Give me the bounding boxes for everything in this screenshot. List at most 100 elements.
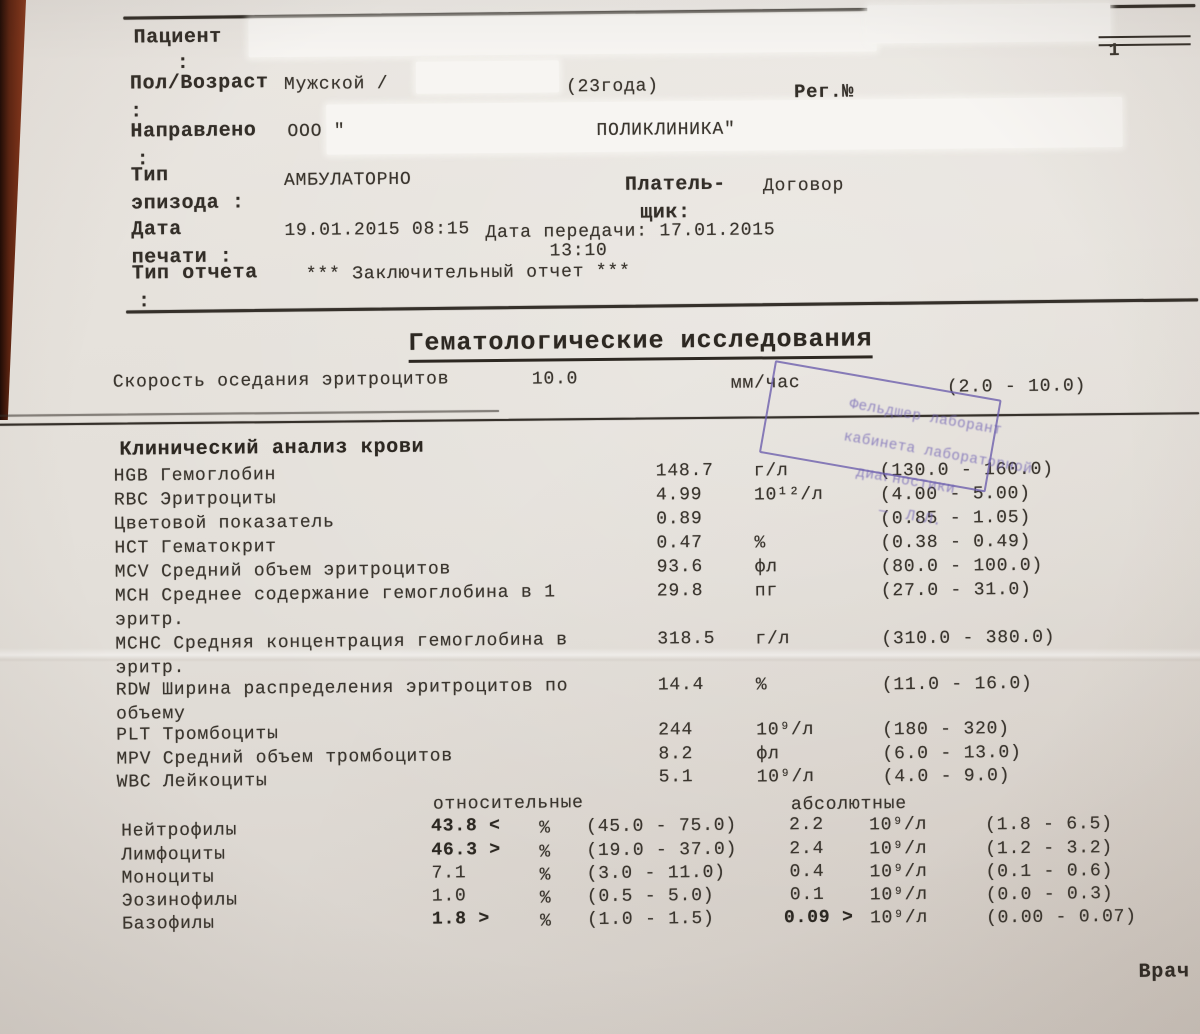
cell-rel-unit: % (539, 842, 552, 863)
report-type-value: *** Заключительный отчет *** (305, 261, 631, 285)
cell-abs-unit: 10⁹/л (869, 861, 928, 883)
relative-column-header: относительные (432, 793, 584, 815)
cell-name: Нейтрофилы (121, 820, 238, 842)
cell-rel-value: 43.8 < (431, 815, 501, 837)
cell-rel-unit: % (539, 911, 552, 932)
cell-abs-value: 0.1 (789, 884, 825, 906)
cell-name: Эозинофилы (121, 890, 238, 912)
table-row: Нейтрофилы 43.8 < % (45.0 - 75.0) 2.2 10… (3, 811, 1200, 842)
referred-label: Направлено (130, 119, 257, 144)
cell-abs-range: (0.00 - 0.07) (985, 906, 1137, 929)
analyte-value: 8.2 (658, 744, 694, 765)
section-title-hematology: Гематологические исследования (408, 324, 873, 363)
absolute-column-header: абсолютные (790, 794, 908, 816)
patient-label: Пациент (133, 25, 222, 50)
analyte-value: 29.8 (656, 581, 704, 602)
cell-rel-range: (1.0 - 1.5) (586, 908, 715, 931)
cell-rel-value: 7.1 (431, 863, 467, 884)
episode-type-label-1: Тип (130, 164, 169, 188)
analyte-value: 318.5 (657, 628, 716, 650)
analyte-unit: % (754, 533, 767, 554)
cell-rel-unit: % (539, 888, 552, 909)
referred-org-prefix: ООО " (287, 121, 346, 142)
analyte-value: 93.6 (656, 557, 704, 578)
cell-abs-range: (1.8 - 6.5) (985, 814, 1113, 836)
analyte-value: 148.7 (655, 460, 714, 482)
section-rule-faint (0, 409, 500, 417)
analyte-unit: фл (754, 557, 778, 578)
lab-stamp-text: Фельдшер лаборант кабинета лабораторной … (753, 367, 1033, 567)
analyte-range: (27.0 - 31.0) (880, 579, 1032, 602)
sex-value: Мужской / (283, 74, 389, 96)
analyte-unit: г/л (755, 629, 791, 650)
cell-rel-range: (3.0 - 11.0) (586, 862, 726, 885)
cell-rel-unit: % (539, 818, 551, 839)
cell-abs-value: 2.4 (789, 838, 825, 860)
page-number: 1 (1108, 40, 1121, 62)
cell-abs-range: (0.1 - 0.6) (985, 861, 1114, 883)
stamp-line-3: диагностики (854, 465, 957, 499)
transfer-time-value: 13:10 (549, 240, 608, 262)
paper-fold-line (0, 648, 1200, 662)
header-bottom-rule (126, 298, 1199, 314)
cell-rel-range: (45.0 - 75.0) (586, 815, 738, 838)
analyte-range: (4.0 - 9.0) (882, 766, 1011, 788)
analyte-unit: фл (756, 744, 780, 765)
cell-abs-value: 0.09 > (783, 907, 854, 929)
analyte-value: 244 (658, 720, 694, 741)
analyte-value: 4.99 (655, 485, 703, 506)
reg-number-label: Рег.№ (793, 80, 855, 104)
print-date-value: 19.01.2015 08:15 (284, 219, 471, 242)
cell-name: Моноциты (121, 867, 215, 889)
analyte-unit: 10⁹/л (756, 719, 815, 741)
cell-abs-value: 0.4 (789, 861, 825, 883)
analyte-range: (80.0 - 100.0) (880, 555, 1044, 578)
cell-rel-value: 1.0 (431, 886, 467, 907)
analyte-range: (11.0 - 16.0) (881, 673, 1033, 696)
analyte-label: WBC Лейкоциты (116, 771, 268, 793)
cell-rel-value: 46.3 > (431, 839, 502, 861)
analyte-value: 0.89 (656, 509, 703, 530)
doctor-signature-label: Врач (1138, 960, 1190, 984)
redaction-patient-name (248, 13, 877, 58)
cell-abs-value: 2.2 (789, 814, 825, 836)
print-date-label-1: Дата (131, 218, 182, 242)
analyte-value: 0.47 (656, 533, 703, 554)
cell-rel-range: (19.0 - 37.0) (586, 839, 738, 862)
esr-value: 10.0 (531, 369, 579, 390)
analyte-label: MCH Среднее содержание гемоглобина в 1 э… (114, 582, 556, 631)
analyte-range: (6.0 - 13.0) (882, 742, 1022, 765)
analyte-unit: пг (754, 581, 779, 602)
cell-abs-range: (0.0 - 0.3) (985, 884, 1114, 906)
analyte-value: 14.4 (657, 675, 705, 696)
analyte-range: (180 - 320) (882, 719, 1010, 741)
cell-abs-unit: 10⁹/л (869, 907, 929, 929)
episode-type-label-2: эпизода : (131, 191, 245, 216)
report-type-label-colon: : (137, 290, 151, 314)
analyte-value: 5.1 (658, 767, 694, 788)
sex-age-label: Пол/Возраст (129, 71, 269, 96)
analyte-unit: % (755, 675, 768, 696)
cell-rel-range: (0.5 - 5.0) (586, 885, 715, 908)
cell-rel-unit: % (539, 865, 552, 886)
analyte-unit: 10⁹/л (756, 766, 815, 788)
cell-rel-value: 1.8 > (431, 909, 491, 930)
payer-value: Договор (762, 175, 845, 197)
episode-type-value: АМБУЛАТОРНО (283, 169, 412, 192)
cell-name: Лимфоциты (121, 844, 226, 866)
cell-abs-unit: 10⁹/л (869, 884, 928, 906)
analyte-range: (310.0 - 380.0) (881, 627, 1056, 650)
esr-label: Скорость оседания эритроцитов (112, 369, 450, 393)
referred-org-visible: ПОЛИКЛИНИКА" (596, 119, 736, 142)
transfer-date-value: Дата передачи: 17.01.2015 (485, 220, 776, 244)
report-type-label: Тип отчета (131, 261, 258, 286)
stamp-line-1: Фельдшер лаборант (848, 396, 1004, 439)
cell-name: Базофилы (121, 913, 215, 935)
payer-label-1: Платель- (624, 172, 726, 197)
redaction-top-right (867, 3, 1111, 44)
cell-abs-range: (1.2 - 3.2) (985, 838, 1114, 860)
analyte-label: MCHC Средняя концентрация гемоглобина в … (115, 630, 568, 679)
age-value: (23года) (565, 76, 659, 98)
